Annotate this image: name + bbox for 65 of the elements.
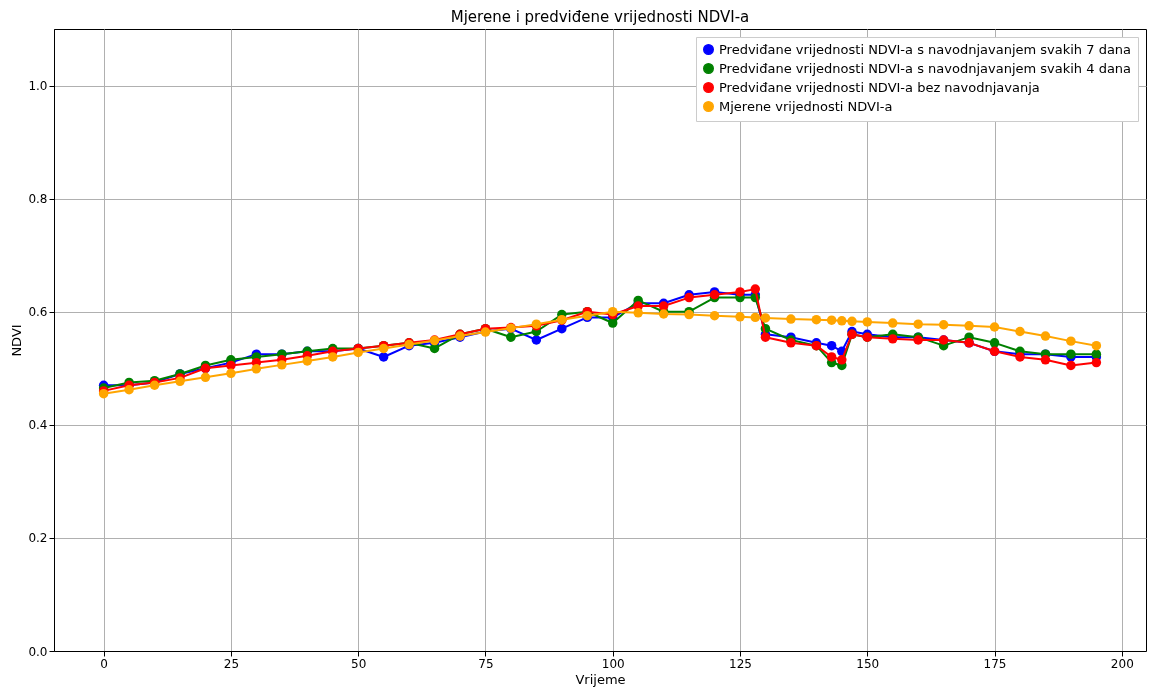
point (837, 316, 847, 326)
x-tick-label: 75 (478, 656, 494, 671)
y-tick-label: 0.8 (28, 192, 48, 207)
legend-label: Predviđane vrijednosti NDVI-a bez navodnjavanja (719, 79, 1040, 95)
point (1066, 360, 1076, 371)
point (964, 321, 974, 331)
point (1040, 355, 1051, 365)
point (709, 310, 720, 321)
point (1040, 331, 1051, 341)
point (837, 355, 847, 365)
point (531, 335, 542, 345)
y-tick-label: 0.6 (28, 305, 48, 320)
y-tick-label: 0.4 (28, 418, 48, 433)
point (826, 352, 837, 362)
point (826, 315, 837, 325)
point (826, 340, 837, 351)
x-tick-label: 100 (601, 656, 625, 671)
point (429, 343, 440, 354)
point (353, 347, 363, 358)
x-tick-label: 50 (351, 656, 367, 671)
legend-label: Mjerene vrijednosti NDVI-a (719, 98, 893, 114)
point (124, 385, 134, 395)
point (1091, 340, 1102, 351)
x-tick-label: 25 (223, 656, 240, 671)
point (378, 352, 389, 362)
legend-label: Predviđane vrijednosti NDVI-a s navodnjavanjem svakih 7 dana (719, 41, 1132, 57)
point (633, 308, 643, 318)
point (226, 368, 236, 379)
point (607, 318, 618, 328)
point (989, 322, 1000, 332)
x-tick-label: 125 (729, 656, 752, 671)
x-axis-title: Vrijeme (575, 671, 626, 687)
legend-label: Predviđane vrijednosti NDVI-a s navodnjavanjem svakih 4 dana (719, 60, 1132, 76)
point (175, 376, 185, 387)
point (1066, 336, 1076, 346)
point (786, 314, 796, 324)
point (938, 320, 949, 330)
point (506, 332, 516, 342)
point (277, 360, 287, 370)
x-tick-label: 0 (100, 656, 108, 671)
point (989, 338, 1000, 348)
point (200, 372, 211, 383)
x-tick-label: 175 (983, 656, 1007, 671)
point (811, 314, 822, 325)
x-tick-label: 200 (1110, 656, 1134, 671)
point (302, 356, 313, 366)
point (750, 284, 761, 294)
y-tick-label: 0.2 (28, 531, 48, 546)
point (847, 316, 857, 327)
point (251, 364, 262, 374)
y-tick-label: 0.0 (28, 644, 48, 659)
chart-title: Mjerene i predviđene vrijednosti NDVI-a (450, 8, 750, 26)
y-tick-label: 1.0 (28, 79, 48, 94)
point (750, 312, 761, 323)
point (327, 352, 338, 362)
point (862, 317, 873, 327)
point (887, 318, 898, 328)
x-tick-label: 150 (856, 656, 880, 671)
point (557, 323, 567, 334)
point (760, 313, 771, 323)
point (735, 312, 745, 322)
point (913, 319, 923, 329)
point (1091, 357, 1102, 368)
point (1015, 326, 1025, 337)
y-axis-title: NDVI (9, 324, 25, 357)
